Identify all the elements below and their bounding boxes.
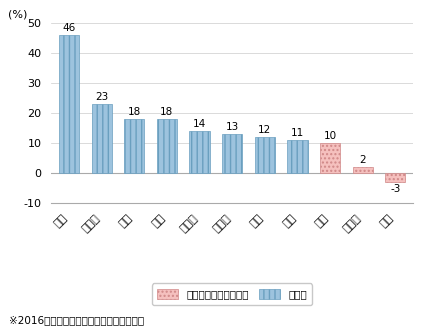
Bar	[287, 140, 308, 173]
Text: 23: 23	[95, 92, 108, 102]
Bar	[59, 35, 79, 173]
Legend: 三大都市圏を含む地域, 地方圏: 三大都市圏を含む地域, 地方圏	[152, 284, 312, 305]
Bar	[92, 104, 112, 173]
Bar	[124, 119, 144, 173]
Text: 18: 18	[128, 107, 141, 117]
Bar	[320, 143, 340, 173]
Text: 11: 11	[291, 128, 304, 138]
Text: 2: 2	[360, 155, 366, 165]
Text: 18: 18	[160, 107, 173, 117]
Text: -3: -3	[390, 183, 400, 194]
Text: ※2016年の値は速報値を用いて比較した。: ※2016年の値は速報値を用いて比較した。	[9, 315, 144, 325]
Text: 13: 13	[225, 122, 239, 132]
Bar	[353, 167, 373, 173]
Text: 46: 46	[63, 23, 76, 33]
Text: 14: 14	[193, 119, 206, 129]
Bar	[222, 134, 242, 173]
Bar	[190, 131, 210, 173]
Text: (%): (%)	[8, 9, 27, 19]
Bar	[255, 137, 275, 173]
Bar	[385, 173, 406, 182]
Bar	[157, 119, 177, 173]
Text: 10: 10	[323, 131, 337, 141]
Text: 12: 12	[258, 125, 271, 135]
